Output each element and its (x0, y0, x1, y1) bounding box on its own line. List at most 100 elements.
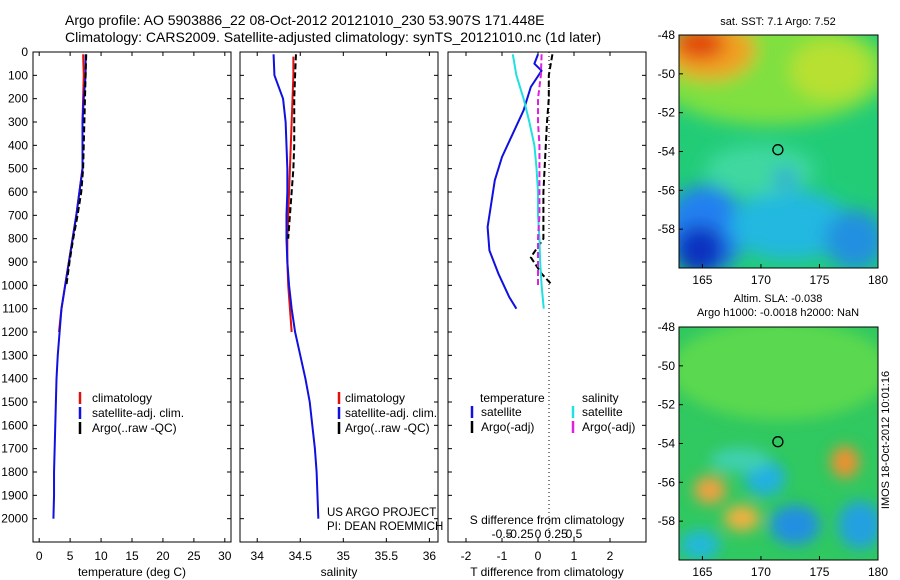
sla-map: 165 170 175 180 -48 -50 -52 -54 -56 -58 (658, 320, 889, 579)
x-tick-label: 15 (125, 549, 139, 563)
series-line-argo-salinity (537, 54, 543, 286)
s-difference-axis-label: S difference from climatology (470, 513, 625, 527)
y-tick-label: 400 (8, 138, 28, 152)
map-y-tick-label: -52 (658, 106, 676, 120)
series-line-satellite (272, 54, 320, 519)
sst-warm-core (679, 35, 725, 59)
y-tick-label: 1900 (1, 488, 28, 502)
difference-series (486, 53, 554, 310)
sla-high-spot-west (694, 476, 726, 504)
sla-float-position-marker (772, 436, 784, 448)
series-line-satellite (486, 53, 543, 310)
y-tick-label: 2000 (1, 512, 28, 526)
sla-low-area-3 (838, 501, 878, 549)
sla-map-x-ticks: 165 170 175 180 (692, 556, 888, 579)
difference-panel: -2 -1 0 1 2 -0.5-0.25 0 0.250.5 temperature sa… (447, 51, 647, 579)
map-x-tick-label: 170 (751, 565, 771, 579)
x-tick-label: 0 (535, 549, 542, 563)
salinity-series (272, 54, 320, 519)
map-y-tick-label: -48 (658, 28, 676, 42)
s-difference-tick-label: -0.5 (492, 527, 513, 541)
difference-top-ticks: -0.5-0.25 0 0.250.5 (492, 527, 583, 541)
s-difference-tick-label: 0.5 (566, 527, 583, 541)
x-tick-label: -1 (497, 549, 508, 563)
map-y-tick-label: -58 (658, 222, 676, 236)
salinity-x-ticks: 34 34.5 35 35.5 36 (251, 52, 437, 563)
temperature-series (52, 54, 88, 519)
temperature-plot-area (32, 51, 232, 543)
map-x-tick-label: 170 (751, 273, 771, 287)
x-tick-label: 10 (94, 549, 108, 563)
sst-map-title: sat. SST: 7.1 Argo: 7.52 (720, 16, 836, 28)
map-y-tick-label: -50 (658, 359, 676, 373)
legend-label-s-satellite: satellite (582, 405, 623, 419)
salinity-x-axis-label: salinity (321, 565, 358, 579)
salinity-panel: 34 34.5 35 35.5 36 climatology satellite-adj… (239, 51, 443, 579)
sst-map-y-ticks: -48 -50 -52 -54 -56 -58 (658, 28, 683, 236)
series-line-satellite (52, 54, 87, 519)
x-tick-label: 30 (218, 549, 232, 563)
difference-y-ticks (448, 51, 646, 520)
sst-cool-south (730, 190, 850, 260)
t-difference-axis-label: T difference from climatology (470, 565, 624, 579)
map-x-tick-label: 165 (692, 565, 712, 579)
map-y-tick-label: -58 (658, 514, 676, 528)
series-line-satellite-salinity (511, 54, 545, 309)
x-tick-label: 1 (571, 549, 578, 563)
map-y-tick-label: -54 (658, 145, 676, 159)
legend-label-climatology: climatology (345, 391, 405, 405)
sst-cold-core (679, 225, 725, 268)
y-tick-label: 100 (8, 68, 28, 82)
sla-field (679, 327, 878, 560)
map-x-tick-label: 175 (809, 273, 829, 287)
imos-timestamp: IMOS 18-Oct-2012 10:01:16 (880, 371, 892, 509)
s-difference-tick-label: -0.25 (506, 527, 534, 541)
map-y-tick-label: -48 (658, 320, 676, 334)
sla-high-spot-east (831, 446, 859, 478)
sst-mid-band (705, 145, 815, 195)
map-x-tick-label: 165 (692, 273, 712, 287)
figure-title-line-2: Climatology: CARS2009. Satellite-adjuste… (65, 29, 601, 45)
sst-warm-east (790, 40, 870, 100)
temperature-y-ticks: 0 100 200 300 400 500 600 700 800 900 1000 1100 1200… (1, 45, 231, 526)
x-tick-label: 34 (251, 549, 265, 563)
legend-label-t-argo: Argo(-adj) (481, 420, 534, 434)
map-y-tick-label: -56 (658, 183, 676, 197)
series-line-argo (287, 54, 297, 239)
x-tick-label: 20 (156, 549, 170, 563)
series-line-argo (65, 54, 88, 286)
temperature-legend: climatology satellite-adj. clim. Argo(..… (78, 391, 184, 435)
x-tick-label: 35 (337, 549, 351, 563)
legend-label-argo: Argo(..raw -QC) (345, 421, 430, 435)
series-line-argo (529, 54, 554, 287)
s-difference-tick-label: 0 (535, 527, 542, 541)
x-tick-label: 35.5 (375, 549, 399, 563)
x-tick-label: 34.5 (289, 549, 313, 563)
x-tick-label: 36 (423, 549, 437, 563)
sla-map-y-ticks: -48 -50 -52 -54 -56 -58 (658, 320, 683, 528)
map-y-tick-label: -54 (658, 437, 676, 451)
sla-low-area-4 (680, 530, 720, 560)
y-tick-label: 0 (21, 45, 28, 59)
sla-low-area-2 (770, 505, 820, 545)
y-tick-label: 1200 (1, 325, 28, 339)
map-x-tick-label: 175 (809, 565, 829, 579)
y-tick-label: 1400 (1, 372, 28, 386)
sst-field (679, 35, 878, 268)
map-y-tick-label: -52 (658, 398, 676, 412)
s-difference-tick-label: 0.25 (544, 527, 568, 541)
y-tick-label: 1000 (1, 278, 28, 292)
sla-map-title-line-1: Altim. SLA: -0.038 (734, 293, 823, 305)
difference-legend: temperature satellite Argo(-adj) salinit… (470, 391, 635, 434)
y-tick-label: 1800 (1, 465, 28, 479)
y-tick-label: 800 (8, 232, 28, 246)
legend-label-s-argo: Argo(-adj) (582, 420, 635, 434)
y-tick-label: 1100 (2, 302, 28, 316)
legend-label-t-satellite: satellite (481, 405, 522, 419)
y-tick-label: 900 (8, 255, 28, 269)
difference-plot-area (447, 51, 647, 543)
y-tick-label: 1600 (1, 418, 28, 432)
map-x-tick-label: 180 (868, 565, 888, 579)
temperature-x-axis-label: temperature (deg C) (78, 565, 186, 579)
